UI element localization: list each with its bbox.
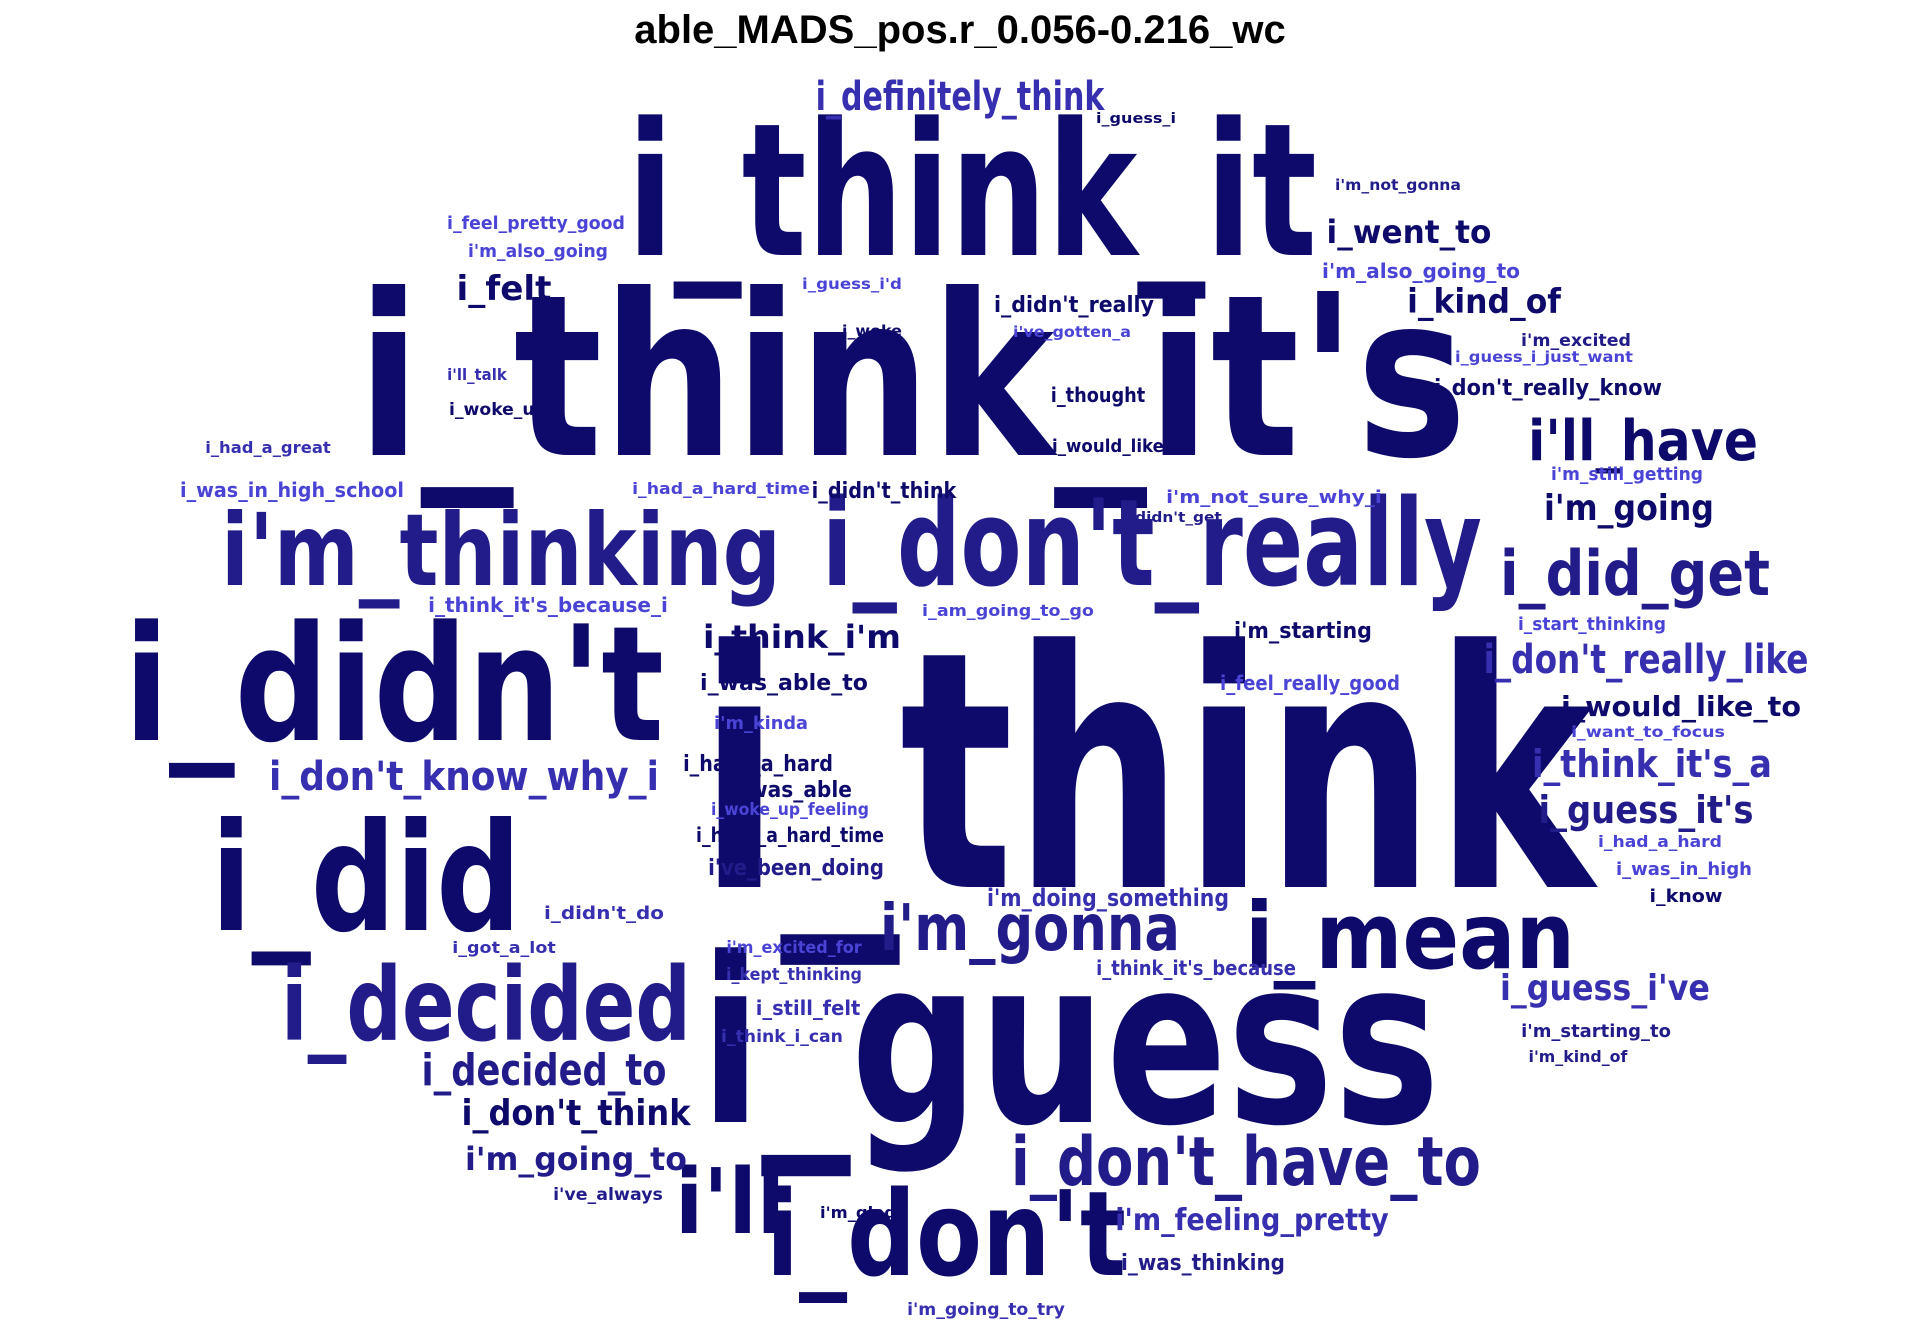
word-i-m-starting-to: i'm_starting_to — [1521, 1021, 1671, 1042]
word-i-decided-to: i_decided_to — [422, 1045, 667, 1096]
word-i-don-t-know-why-i: i_don't_know_why_i — [269, 753, 659, 799]
word-i-thought: i_thought — [1051, 384, 1146, 407]
word-i-m-still-getting: i'm_still_getting — [1551, 465, 1703, 486]
word-i-don-t-have-to: i_don't_have_to — [1011, 1122, 1481, 1201]
word-i-kept-thinking: i_kept_thinking — [726, 965, 862, 985]
word-i-m-gonna: i'm_gonna — [880, 891, 1180, 965]
word-i-woke: i_woke — [842, 322, 902, 339]
word-i-ve-gotten-a: i've_gotten_a — [1013, 323, 1131, 340]
word-i-ll-talk: i'll_talk — [447, 366, 507, 385]
word-i-still-felt: i_still_felt — [756, 997, 861, 1020]
word-i-don-t-really: i_don't_really — [822, 474, 1482, 614]
word-i-m-kinda: i'm_kinda — [714, 713, 808, 734]
word-i-m-thinking: i'm_thinking — [221, 492, 781, 609]
word-i-decided: i_decided — [281, 947, 691, 1065]
word-i-start-thinking: i_start_thinking — [1518, 615, 1666, 636]
word-i-would-like-to: i_would_like_to — [1561, 690, 1801, 723]
word-i-got-a-lot: i_got_a_lot — [452, 938, 555, 957]
word-i-guess-i: i_guess_i — [1096, 110, 1176, 127]
word-i-m-not-sure-why-i: i'm_not_sure_why_i — [1166, 486, 1382, 508]
word-i-guess-it-s: i_guess_it's — [1539, 789, 1754, 832]
word-i-think-it: i_think_it — [627, 84, 1317, 299]
word-i-know: i_know — [1650, 886, 1723, 906]
word-i-don-t-really-know: i_don't_really_know — [1434, 376, 1662, 402]
word-i-woke-up: i_woke_up — [449, 400, 547, 420]
word-i-don-t-really-like: i_don't_really_like — [1484, 636, 1809, 683]
word-i-m-feeling-pretty: i'm_feeling_pretty — [1115, 1202, 1389, 1238]
word-i-ve-always: i've_always — [553, 1185, 663, 1205]
word-i-think-i-can: i_think_i_can — [721, 1027, 843, 1047]
word-i-was-thinking: i_was_thinking — [1121, 1250, 1285, 1275]
word-i-think-it-s-because: i_think_it's_because — [1096, 957, 1296, 980]
word-i-m-going-to: i'm_going_to — [465, 1141, 687, 1178]
word-i-m-excited: i'm_excited — [1521, 331, 1631, 351]
word-i-m-doing-something: i'm_doing_something — [987, 884, 1229, 912]
word-i-think-it-s-a: i_think_it's_a — [1532, 743, 1772, 786]
word-i-did: i_did — [211, 791, 521, 965]
word-i-think: i_think — [699, 581, 1599, 970]
word-i-want-to-focus: i_want_to_focus — [1571, 723, 1725, 741]
word-i-m-going: i'm_going — [1544, 487, 1714, 528]
word-i-think-it-s-because-i: i_think_it's_because_i — [428, 593, 668, 617]
word-i-was-in-high: i_was_in_high — [1616, 859, 1752, 880]
word-i-think-it-s: i_think_it's — [357, 246, 1467, 509]
chart-title: able_MADS_pos.r_0.056-0.216_wc — [634, 8, 1286, 52]
word-i-did-get: i_did_get — [1500, 537, 1770, 609]
word-i-kind-of: i_kind_of — [1407, 282, 1562, 321]
word-i-definitely-think: i_definitely_think — [816, 74, 1106, 120]
word-i-had-a-great: i_had_a_great — [205, 438, 331, 457]
word-i-didn-t: i_didn't — [124, 591, 664, 778]
word-i-didn-t-get: i_didn't_get — [1122, 510, 1222, 526]
word-i-m-glad: i'm_glad — [820, 1203, 896, 1222]
word-i-don-t: i_don't — [766, 1166, 1126, 1303]
word-i-m-going-to-try: i'm_going_to_try — [907, 1300, 1065, 1320]
word-i-mean: i_mean — [1245, 882, 1575, 990]
word-i-went-to: i_went_to — [1327, 215, 1492, 251]
word-i-am-going-to-go: i_am_going_to_go — [922, 601, 1094, 620]
word-i-m-excited-for: i'm_excited_for — [726, 938, 862, 958]
word-i-don-t-think: i_don't_think — [462, 1092, 692, 1134]
word-i-guess-i-just-want: i_guess_i_just_want — [1455, 348, 1633, 366]
word-i-ll-have: i'll_have — [1528, 408, 1758, 474]
word-i-m-also-going-to: i'm_also_going_to — [1322, 259, 1520, 283]
word-i-had-a-hard: i_had_a_hard — [1598, 833, 1722, 851]
word-i-feel-pretty-good: i_feel_pretty_good — [447, 214, 625, 234]
word-i-didn-t-think: i_didn't_think — [812, 478, 958, 504]
word-i-had-a-hard-time: i_had_a_hard_time — [632, 480, 810, 498]
word-i-didn-t-do: i_didn't_do — [544, 903, 664, 924]
word-i-guess-i-ve: i_guess_i've — [1500, 968, 1710, 1009]
word-i-would-like: i_would_like — [1052, 436, 1164, 457]
word-i-have-a-hard: i_have_a_hard — [683, 751, 833, 777]
word-i-ve-been-doing: i've_been_doing — [708, 855, 884, 880]
word-i-didn-t-really: i_didn't_really — [994, 292, 1154, 318]
word-i-m-kind-of: i'm_kind_of — [1529, 1047, 1629, 1066]
word-i-m-also-going: i'm_also_going — [468, 242, 608, 262]
word-i-m-not-gonna: i'm_not_gonna — [1335, 176, 1461, 194]
word-i-guess: i_guess — [700, 909, 1440, 1177]
word-i-think-i-m: i_think_i'm — [703, 619, 901, 656]
word-i-ll: i'll — [675, 1151, 785, 1255]
word-i-was-able: i_was_able — [732, 776, 852, 802]
word-i-woke-up-feeling: i_woke_up_feeling — [711, 799, 869, 819]
word-i-was-able-to: i_was_able_to — [700, 671, 868, 696]
word-i-feel-really-good: i_feel_really_good — [1220, 672, 1400, 695]
word-i-m-starting: i'm_starting — [1234, 618, 1372, 644]
word-i-guess-i-d: i_guess_i'd — [802, 275, 902, 293]
word-i-was-in-high-school: i_was_in_high_school — [180, 479, 404, 502]
word-i-have-a-hard-time: i_have_a_hard_time — [696, 825, 884, 847]
word-i-felt: i_felt — [457, 269, 552, 309]
